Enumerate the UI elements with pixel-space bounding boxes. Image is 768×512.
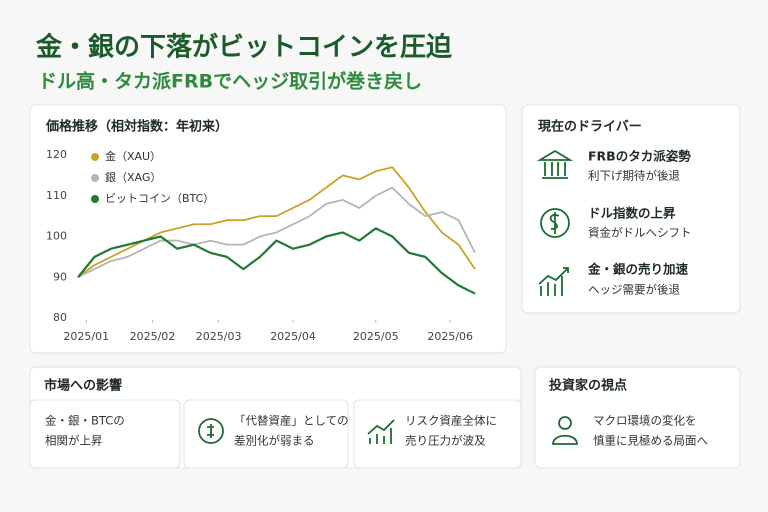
person-icon bbox=[552, 416, 578, 445]
impact-card bbox=[183, 399, 349, 469]
impact-card bbox=[29, 399, 181, 469]
chart: 80 90 100 110 120 2025/01 2025/02 2025/03 2025/0… bbox=[46, 148, 476, 343]
viewpoint-panel bbox=[534, 366, 741, 469]
x-tick-label: 2025/02 bbox=[130, 330, 176, 343]
swap-icon bbox=[198, 418, 224, 444]
drivers-title: 現在のドライバー bbox=[538, 119, 642, 135]
driver-title: ドル指数の上昇 bbox=[588, 206, 676, 221]
impact-text: リスク資産全体に bbox=[405, 414, 497, 428]
driver-title: 金・銀の売り加速 bbox=[587, 262, 689, 277]
impact-text: 「代替資産」としての bbox=[234, 414, 349, 428]
driver-title: FRBのタカ派姿勢 bbox=[588, 149, 691, 164]
impact-text: 金・銀・BTCの bbox=[45, 414, 125, 428]
viewpoint-text: 慎重に見極める局面へ bbox=[593, 434, 708, 448]
impact-text: 売り圧力が波及 bbox=[405, 434, 486, 448]
impact-title: 市場への影響 bbox=[44, 378, 122, 394]
y-tick-label: 110 bbox=[46, 189, 67, 202]
chart-title: 価格推移（相対指数：年初来） bbox=[45, 119, 228, 135]
driver-text: 資金がドルへシフト bbox=[588, 226, 692, 240]
y-tick-label: 90 bbox=[53, 270, 67, 283]
chart-panel bbox=[29, 104, 507, 354]
x-tick-label: 2025/04 bbox=[270, 330, 316, 343]
x-tick-label: 2025/06 bbox=[427, 330, 473, 343]
x-tick-label: 2025/01 bbox=[63, 330, 109, 343]
y-tick-label: 100 bbox=[46, 230, 67, 243]
legend-label: 金（XAU） bbox=[105, 149, 161, 163]
dollar-icon bbox=[540, 208, 570, 238]
legend-marker bbox=[91, 195, 99, 203]
series-line bbox=[77, 227, 476, 295]
impact-card bbox=[353, 399, 522, 469]
y-tick-label: 80 bbox=[53, 311, 67, 324]
y-tick-label: 120 bbox=[46, 148, 67, 161]
trend-icon bbox=[367, 419, 395, 444]
driver-text: ヘッジ需要が後退 bbox=[588, 283, 680, 297]
x-tick-label: 2025/05 bbox=[353, 330, 399, 343]
legend-label: ビットコイン（BTC） bbox=[105, 192, 214, 205]
legend-label: 銀（XAG） bbox=[105, 170, 161, 184]
subtitle: ドル高・タカ派FRBでヘッジ取引が巻き戻し bbox=[38, 70, 422, 93]
viewpoint-title: 投資家の視点 bbox=[549, 378, 627, 394]
impact-text: 相関が上昇 bbox=[45, 434, 103, 448]
legend-marker bbox=[91, 174, 99, 182]
legend-marker bbox=[91, 153, 99, 161]
driver-text: 利下げ期待が後退 bbox=[588, 169, 680, 183]
viewpoint-text: マクロ環境の変化を bbox=[593, 414, 697, 428]
title: 金・銀の下落がビットコインを圧迫 bbox=[35, 32, 453, 63]
bank-icon bbox=[536, 149, 574, 179]
drivers-panel bbox=[521, 104, 741, 314]
series-line bbox=[77, 186, 476, 279]
x-tick-label: 2025/03 bbox=[196, 330, 242, 343]
impact-text: 差別化が弱まる bbox=[234, 434, 315, 448]
chart-icon bbox=[538, 267, 569, 296]
